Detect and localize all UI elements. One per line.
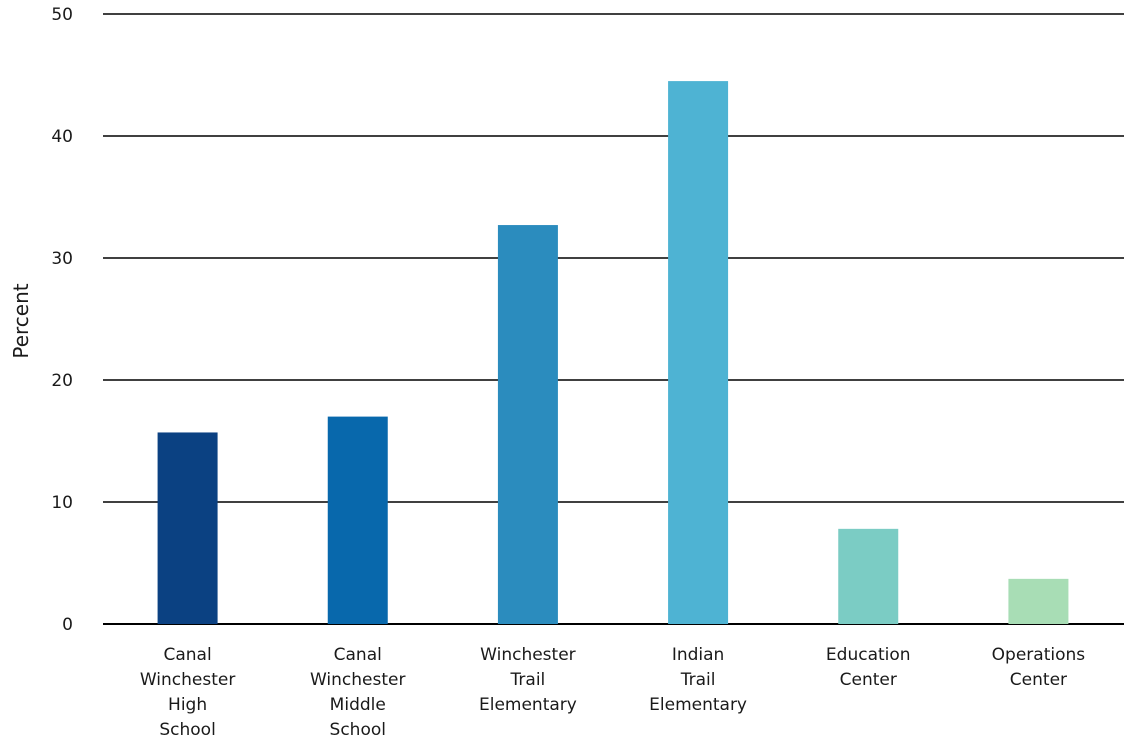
x-axis-category-labels: Canal Winchester High School Canal Winchester… <box>140 645 1085 740</box>
bar <box>838 528 899 624</box>
y-tick-label: 50 <box>51 5 73 25</box>
x-category-label: Indian Trail Elementary <box>649 645 747 715</box>
y-tick-label: 0 <box>62 615 73 635</box>
gridlines <box>103 13 1124 625</box>
bar <box>327 416 388 624</box>
x-category-label: Winchester Trail Elementary <box>479 645 577 715</box>
y-tick-label: 20 <box>51 371 73 391</box>
bars <box>157 81 1069 625</box>
x-category-label: Education Center <box>826 645 911 690</box>
bar <box>497 225 558 624</box>
y-tick-label: 10 <box>51 493 73 513</box>
x-category-label: Canal Winchester Middle School <box>310 645 405 740</box>
bar <box>1008 578 1069 624</box>
bar <box>668 81 729 625</box>
y-axis-title: Percent <box>9 283 33 358</box>
y-tick-label: 40 <box>51 127 73 147</box>
x-category-label: Operations Center <box>992 645 1086 690</box>
y-tick-label: 30 <box>51 249 73 269</box>
bar <box>157 432 218 624</box>
y-axis-tick-labels: 0 10 20 30 40 50 <box>51 5 73 635</box>
x-category-label: Canal Winchester High School <box>140 645 235 740</box>
